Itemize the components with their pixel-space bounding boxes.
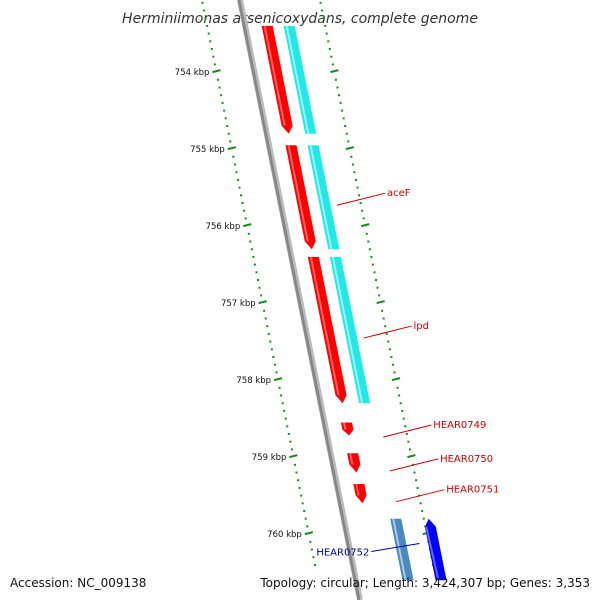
major-tick-right [330,69,339,74]
gene-arrow-minus [424,518,447,581]
major-tick-left [304,531,314,536]
tick-label: 759 kbp [252,453,287,463]
major-tick-left [258,300,267,305]
gene-highlight [309,256,340,396]
gene-label: HEAR0751 [446,485,499,496]
major-tick-left [212,69,221,74]
gene-highlight [425,526,440,581]
label-leader [396,489,445,503]
gene-highlight [263,25,286,126]
gene-label: aceF [387,188,411,199]
tick-label: 757 kbp [221,299,256,309]
gene-arrow-plus [340,422,354,436]
major-tick-left [227,146,237,151]
gene-label: HEAR0749 [433,420,486,431]
gene-label: lpd [414,321,429,332]
major-tick-left [242,223,252,228]
cds-highlight [392,518,407,581]
label-leader [389,458,439,472]
label-leader [336,192,386,206]
map-title: Herminiimonas arsenicoxydans, complete g… [122,11,478,27]
gene-highlight [349,453,354,465]
gene-arrow-plus [347,453,361,473]
cds-bar [390,518,414,581]
backbone-line [237,0,361,600]
tick-label: 758 kbp [236,376,271,386]
major-tick-right [391,377,401,382]
cds-highlight [309,145,333,250]
backbone [237,0,363,600]
accession-text: Accession: NC_009138 [10,576,146,590]
gene-label: HEAR0750 [440,454,493,465]
tick-label: 755 kbp [190,145,225,155]
gene-arrow-plus [261,25,293,134]
cds-highlight [285,25,310,134]
label-leader [371,543,420,553]
gene-highlight [287,145,309,242]
major-tick-left [289,454,298,459]
tick-label: 760 kbp [267,530,302,540]
major-tick-right [345,146,355,151]
cds-track [283,25,414,581]
gene-arrow-plus [353,484,367,504]
gene-highlight [355,483,360,496]
gene-highlight [343,422,347,430]
gene-arrow-plus [285,145,316,250]
cds-highlight [331,256,364,404]
gene-track [261,25,447,581]
gene-arrow-plus [307,256,347,404]
topology-text: Topology: circular; Length: 3,424,307 bp… [259,576,590,590]
major-tick-left [273,377,283,382]
major-tick-right [407,454,416,459]
tick-label: 756 kbp [206,222,241,232]
label-leader [383,424,432,438]
major-tick-right [376,300,385,305]
gene-label: HEAR0752 [316,548,369,559]
gene-labels: aceF lpd HEAR0749 HEAR0750 HEAR0751 HEAR0752 [316,188,499,558]
major-tick-right [360,223,370,228]
tick-label: 754 kbp [175,68,210,78]
label-leader [363,325,412,339]
